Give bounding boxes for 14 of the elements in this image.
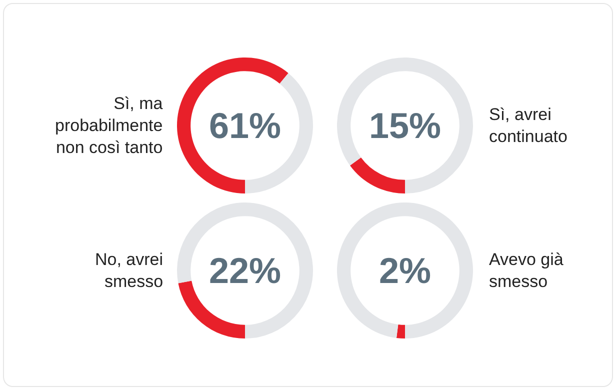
text: 15%: [369, 105, 442, 146]
text: Sì, ma probabilmente non così tanto: [55, 94, 164, 158]
donut-slice: [177, 58, 288, 194]
text: 61%: [209, 105, 282, 146]
donut-slice: [337, 58, 473, 194]
text: 22%: [209, 250, 282, 291]
donut-slice: [396, 324, 405, 338]
text: Avevo già smesso: [489, 250, 564, 292]
donut-slice: [337, 202, 473, 338]
donut-slice: [350, 157, 405, 194]
text: No, avrei smesso: [95, 250, 164, 292]
donut-slice: [177, 202, 313, 338]
text: Sì, avrei continuato: [489, 105, 568, 146]
text: 2%: [379, 250, 432, 291]
